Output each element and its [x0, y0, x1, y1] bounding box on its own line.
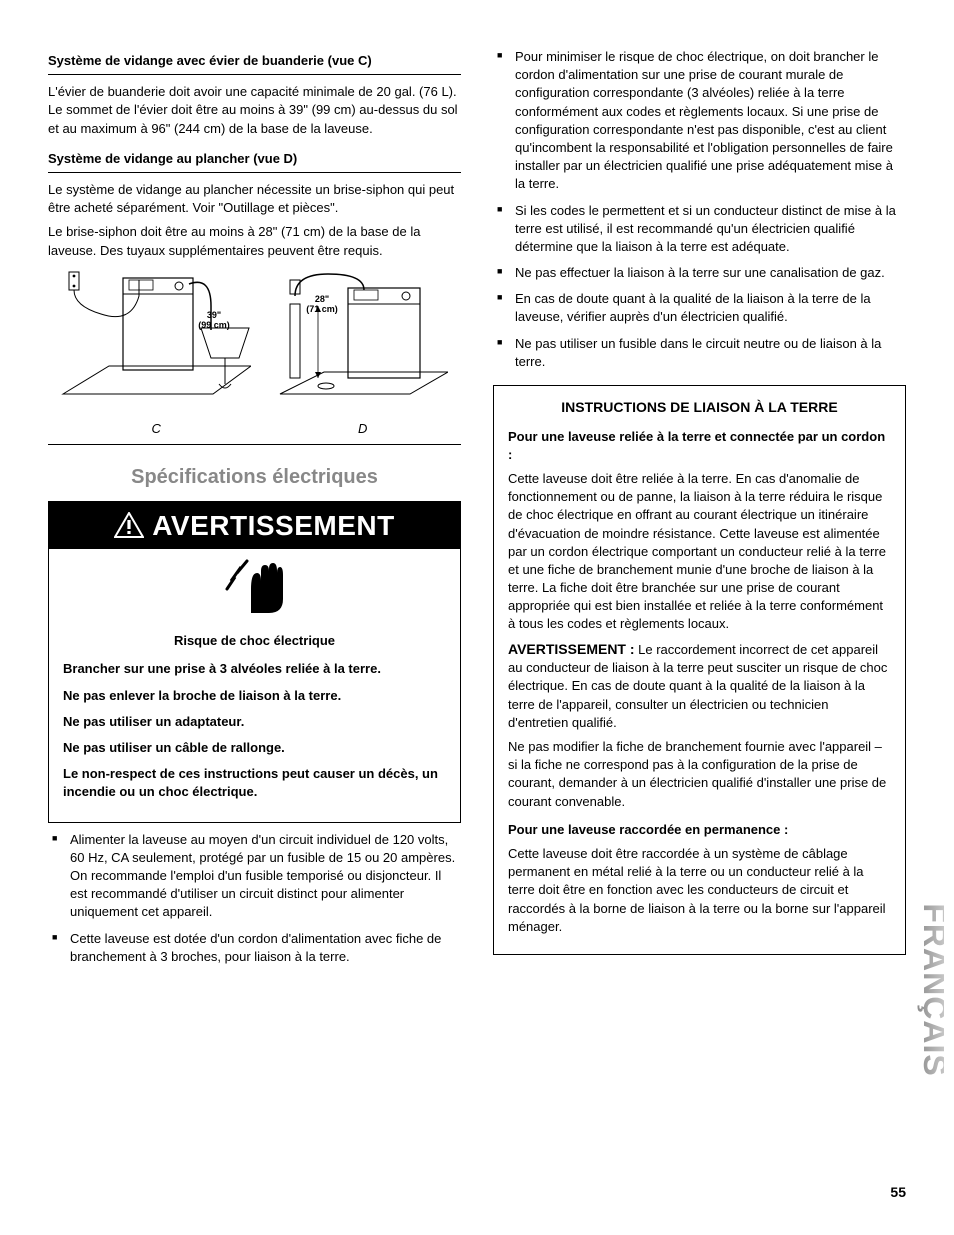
warning-title: Risque de choc électrique [63, 632, 446, 650]
grounding-avert: AVERTISSEMENT : Le raccordement incorrec… [508, 640, 891, 732]
right-bullet-4: En cas de doute quant à la qualité de la… [493, 290, 906, 326]
right-bullet-5: Ne pas utiliser un fusible dans le circu… [493, 335, 906, 371]
warning-line-2: Ne pas enlever la broche de liaison à la… [63, 687, 446, 705]
language-side-label: FRANÇAIS [904, 890, 944, 1095]
warning-box: AVERTISSEMENT Risque de choc électrique … [48, 501, 461, 823]
diagram-label-d: D [278, 420, 448, 438]
svg-text:(71 cm): (71 cm) [306, 304, 338, 314]
svg-text:(99 cm): (99 cm) [198, 320, 230, 330]
grounding-sub-2: Pour une laveuse raccordée en permanence… [508, 821, 891, 839]
section-title-spec: Spécifications électriques [48, 463, 461, 491]
diagram-c-svg: 39" (99 cm) [61, 266, 251, 416]
warning-triangle-icon [114, 512, 144, 538]
warning-line-3: Ne pas utiliser un adaptateur. [63, 713, 446, 731]
para-drain-d-2: Le brise-siphon doit être au moins à 28"… [48, 223, 461, 259]
grounding-sub-1: Pour une laveuse reliée à la terre et co… [508, 428, 891, 464]
grounding-title: INSTRUCTIONS DE LIAISON À LA TERRE [508, 398, 891, 418]
warning-line-4: Ne pas utiliser un câble de rallonge. [63, 739, 446, 757]
heading-drain-d: Système de vidange au plancher (vue D) [48, 150, 461, 173]
heading-drain-c: Système de vidange avec évier de buander… [48, 52, 461, 75]
grounding-p3: Cette laveuse doit être raccordée à un s… [508, 845, 891, 936]
grounding-p2: Ne pas modifier la fiche de branchement … [508, 738, 891, 811]
warning-line-1: Brancher sur une prise à 3 alvéoles reli… [63, 660, 446, 678]
para-drain-c: L'évier de buanderie doit avoir une capa… [48, 83, 461, 138]
drain-diagram: 39" (99 cm) [48, 266, 461, 445]
shock-hand-icon [225, 559, 285, 615]
para-drain-d-1: Le système de vidange au plancher nécess… [48, 181, 461, 217]
svg-text:28": 28" [315, 294, 329, 304]
warning-bar-text: AVERTISSEMENT [152, 506, 394, 545]
warning-line-5: Le non-respect de ces instructions peut … [63, 765, 446, 801]
svg-text:39": 39" [207, 310, 221, 320]
left-bullet-1: Alimenter la laveuse au moyen d'un circu… [48, 831, 461, 922]
right-bullet-3: Ne pas effectuer la liaison à la terre s… [493, 264, 906, 282]
right-bullet-1: Pour minimiser le risque de choc électri… [493, 48, 906, 194]
right-bullet-2: Si les codes le permettent et si un cond… [493, 202, 906, 257]
grounding-p1: Cette laveuse doit être reliée à la terr… [508, 470, 891, 634]
grounding-instructions-box: INSTRUCTIONS DE LIAISON À LA TERRE Pour … [493, 385, 906, 955]
left-bullet-2: Cette laveuse est dotée d'un cordon d'al… [48, 930, 461, 966]
warning-bar: AVERTISSEMENT [49, 502, 460, 549]
diagram-label-c: C [61, 420, 251, 438]
page-number: 55 [890, 1183, 906, 1203]
diagram-d-svg: 28" (71 cm) [278, 266, 448, 416]
svg-text:FRANÇAIS: FRANÇAIS [917, 903, 944, 1076]
grounding-avert-label: AVERTISSEMENT : [508, 641, 635, 657]
